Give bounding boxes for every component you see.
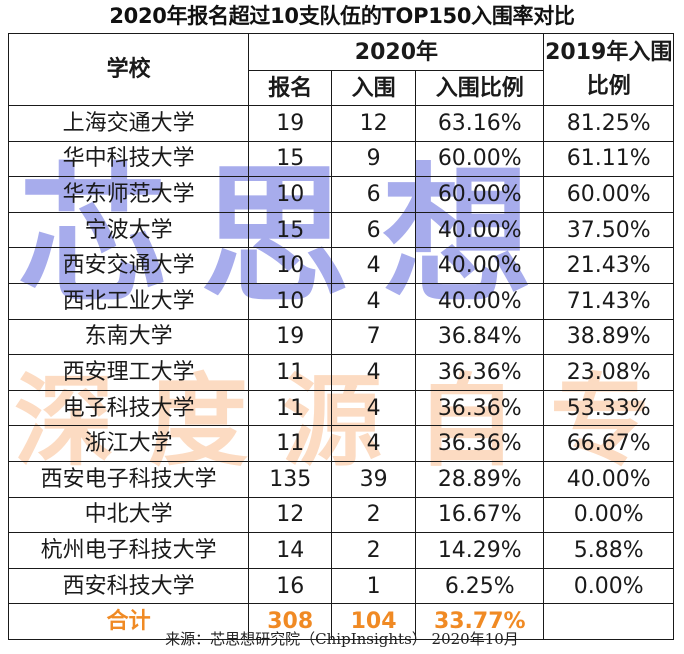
school-name: 浙江大学: [7, 425, 250, 462]
ratio-2020: 36.36%: [415, 425, 545, 462]
ratio-2020: 36.36%: [415, 389, 545, 427]
table-row: 东南大学 19 7 36.84% 38.89%: [7, 318, 674, 356]
shortlist-count: 4: [331, 282, 417, 320]
school-name: 西安电子科技大学: [7, 460, 250, 498]
ratio-2020: 14.29%: [415, 532, 545, 569]
header-shortlist: 入围: [331, 70, 417, 106]
ratio-2019: 5.88%: [543, 532, 674, 569]
shortlist-count: 4: [331, 389, 417, 427]
shortlist-count: 9: [331, 140, 417, 178]
ratio-2019: 81.25%: [543, 105, 674, 142]
ratio-2020: 6.25%: [415, 567, 545, 605]
signup-count: 15: [248, 140, 333, 178]
table-title: 2020年报名超过10支队伍的TOP150入围率对比: [109, 4, 575, 28]
ratio-2020: 28.89%: [415, 460, 545, 498]
shortlist-count: 7: [331, 318, 417, 356]
shortlist-count: 4: [331, 354, 417, 391]
ratio-2019: 23.08%: [543, 354, 674, 391]
shortlist-count: 4: [331, 247, 417, 284]
total-label: 合计: [7, 603, 250, 640]
shortlist-count: 2: [331, 496, 417, 534]
total-empty-cell: [543, 603, 674, 640]
signup-count: 10: [248, 282, 333, 320]
signup-count: 15: [248, 211, 333, 249]
shortlist-count: 12: [331, 105, 417, 142]
table-row: 上海交通大学 19 12 63.16% 81.25%: [7, 105, 674, 142]
signup-count: 16: [248, 567, 333, 605]
header-2020: 2020年: [248, 33, 545, 71]
ratio-2020: 40.00%: [415, 282, 545, 320]
school-name: 西安交通大学: [7, 247, 250, 284]
table-row: 浙江大学 11 4 36.36% 66.67%: [7, 425, 674, 462]
header-school: 学校: [7, 33, 250, 106]
ratio-2019: 0.00%: [543, 567, 674, 605]
signup-count: 19: [248, 105, 333, 142]
ratio-2019: 37.50%: [543, 211, 674, 249]
ratio-2020: 60.00%: [415, 176, 545, 213]
total-signup: 308: [248, 603, 333, 640]
table-row: 西安理工大学 11 4 36.36% 23.08%: [7, 354, 674, 391]
ratio-2019: 61.11%: [543, 140, 674, 178]
ratio-2019: 38.89%: [543, 318, 674, 356]
signup-count: 11: [248, 354, 333, 391]
total-ratio: 33.77%: [415, 603, 545, 640]
table-row: 西安电子科技大学 135 39 28.89% 40.00%: [7, 460, 674, 498]
signup-count: 11: [248, 389, 333, 427]
ratio-2019: 21.43%: [543, 247, 674, 284]
signup-count: 135: [248, 460, 333, 498]
signup-count: 19: [248, 318, 333, 356]
signup-count: 10: [248, 176, 333, 213]
table-row: 华中科技大学 15 9 60.00% 61.11%: [7, 140, 674, 178]
school-name: 西北工业大学: [7, 282, 250, 320]
school-name: 西安科技大学: [7, 567, 250, 605]
ratio-2020: 36.84%: [415, 318, 545, 356]
total-row: 合计 308 104 33.77%: [7, 603, 674, 640]
school-name: 宁波大学: [7, 211, 250, 249]
header-signup: 报名: [248, 70, 333, 106]
school-name: 中北大学: [7, 496, 250, 534]
ratio-2019: 66.67%: [543, 425, 674, 462]
ratio-2020: 36.36%: [415, 354, 545, 391]
ratio-2020: 60.00%: [415, 140, 545, 178]
ratio-2019: 53.33%: [543, 389, 674, 427]
shortlist-count: 6: [331, 176, 417, 213]
school-name: 电子科技大学: [7, 389, 250, 427]
school-name: 华东师范大学: [7, 176, 250, 213]
school-name: 东南大学: [7, 318, 250, 356]
ratio-2020: 16.67%: [415, 496, 545, 534]
signup-count: 12: [248, 496, 333, 534]
shortlist-count: 4: [331, 425, 417, 462]
table-row: 中北大学 12 2 16.67% 0.00%: [7, 496, 674, 534]
shortlist-count: 1: [331, 567, 417, 605]
ratio-2019: 71.43%: [543, 282, 674, 320]
ratio-2019: 40.00%: [543, 460, 674, 498]
shortlist-count: 2: [331, 532, 417, 569]
shortlist-comparison-table: 学校 2020年 2019年入围比例 报名 入围 入围比例 上海交通大学 19 12…: [7, 33, 674, 640]
ratio-2019: 60.00%: [543, 176, 674, 213]
school-name: 上海交通大学: [7, 105, 250, 142]
table-row: 西安交通大学 10 4 40.00% 21.43%: [7, 247, 674, 284]
total-shortlist: 104: [331, 603, 417, 640]
table-row: 电子科技大学 11 4 36.36% 53.33%: [7, 389, 674, 427]
table-row: 宁波大学 15 6 40.00% 37.50%: [7, 211, 674, 249]
ratio-2020: 40.00%: [415, 247, 545, 284]
table-row: 华东师范大学 10 6 60.00% 60.00%: [7, 176, 674, 213]
school-name: 西安理工大学: [7, 354, 250, 391]
table-row: 西北工业大学 10 4 40.00% 71.43%: [7, 282, 674, 320]
header-ratio-2020: 入围比例: [415, 70, 545, 106]
school-name: 杭州电子科技大学: [7, 532, 250, 569]
table-row: 西安科技大学 16 1 6.25% 0.00%: [7, 567, 674, 605]
school-name: 华中科技大学: [7, 140, 250, 178]
ratio-2019: 0.00%: [543, 496, 674, 534]
shortlist-count: 39: [331, 460, 417, 498]
shortlist-count: 6: [331, 211, 417, 249]
signup-count: 14: [248, 532, 333, 569]
ratio-2020: 63.16%: [415, 105, 545, 142]
table-row: 杭州电子科技大学 14 2 14.29% 5.88%: [7, 532, 674, 569]
signup-count: 10: [248, 247, 333, 284]
ratio-2020: 40.00%: [415, 211, 545, 249]
signup-count: 11: [248, 425, 333, 462]
header-2019-ratio: 2019年入围比例: [543, 33, 674, 106]
